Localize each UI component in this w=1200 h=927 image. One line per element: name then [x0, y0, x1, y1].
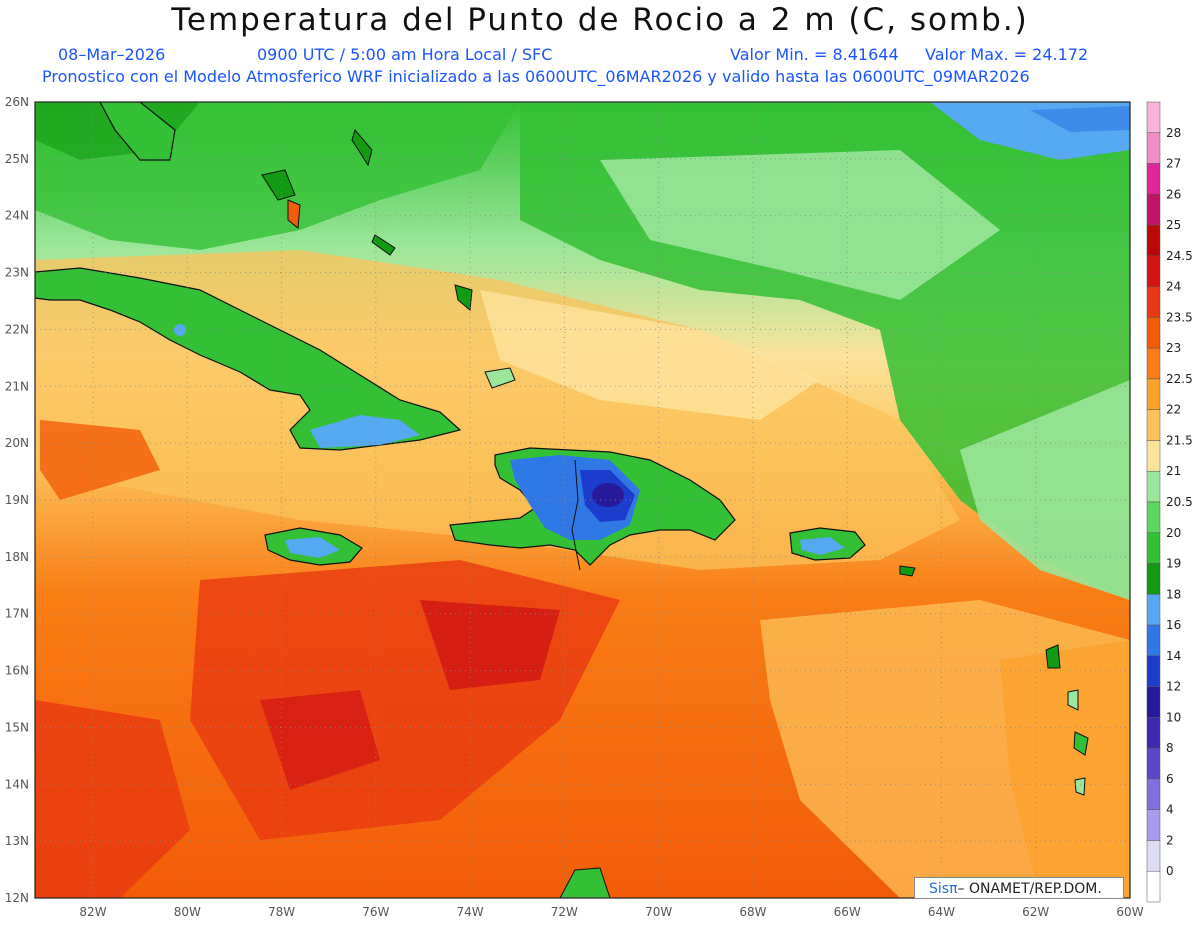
colorbar-level-label: 28 [1166, 126, 1181, 140]
colorbar-level-label: 24 [1166, 280, 1181, 294]
colorbar-level-label: 19 [1166, 557, 1181, 571]
colorbar-level-label: 8 [1166, 741, 1174, 755]
lat-tick-label: 21N [5, 379, 29, 393]
dewpoint-field [35, 102, 1130, 898]
time-info: 0900 UTC / 5:00 am Hora Local / SFC [257, 45, 553, 64]
colorbar-swatch [1146, 532, 1161, 564]
colorbar-level-label: 4 [1166, 803, 1174, 817]
map-title: Temperatura del Punto de Rocio a 2 m (C,… [171, 2, 1029, 38]
colorbar-swatch [1146, 778, 1161, 810]
colorbar-swatch [1146, 440, 1161, 472]
colorbar-level-label: 22 [1166, 403, 1181, 417]
lon-tick-label: 70W [645, 905, 672, 919]
lat-tick-label: 13N [5, 834, 29, 848]
lon-tick-label: 78W [268, 905, 295, 919]
lat-tick-label: 23N [5, 266, 29, 280]
colorbar-swatch [1146, 809, 1161, 841]
colorbar-swatch [1146, 501, 1161, 534]
colorbar-level-label: 23 [1166, 341, 1181, 355]
colorbar-swatch [1146, 655, 1161, 687]
forecast-info: Pronostico con el Modelo Atmosferico WRF… [42, 67, 1030, 86]
lon-tick-label: 74W [457, 905, 484, 919]
colorbar-swatch [1146, 717, 1161, 749]
credit-text: – ONAMET/REP.DOM. [957, 881, 1102, 897]
colorbar-swatch [1146, 840, 1161, 872]
colorbar-level-label: 6 [1166, 772, 1174, 786]
colorbar: 2827262524.52423.52322.52221.52120.52019… [1146, 101, 1193, 903]
lon-tick-label: 64W [928, 905, 955, 919]
colorbar-level-label: 18 [1166, 587, 1181, 601]
lon-tick-label: 62W [1022, 905, 1049, 919]
latitude-axis: 26N 25N 24N 23N 22N 21N 20N 19N 18N 17N 16N 15N 14N 1… [5, 95, 29, 905]
colorbar-level-label: 16 [1166, 618, 1181, 632]
colorbar-swatch [1146, 101, 1161, 134]
colorbar-level-label: 25 [1166, 218, 1181, 232]
lat-tick-label: 12N [5, 891, 29, 905]
colorbar-level-label: 23.5 [1166, 310, 1193, 324]
colorbar-swatch [1146, 870, 1161, 903]
colorbar-swatch [1146, 286, 1161, 318]
lat-tick-label: 16N [5, 664, 29, 678]
colorbar-level-label: 26 [1166, 187, 1181, 201]
value-min: Valor Min. = 8.41644 [730, 45, 899, 64]
colorbar-level-label: 2 [1166, 833, 1174, 847]
lon-tick-label: 72W [551, 905, 578, 919]
colorbar-swatch [1146, 747, 1161, 780]
lat-tick-label: 18N [5, 550, 29, 564]
lon-tick-label: 68W [739, 905, 766, 919]
credit-box: Sisπ– ONAMET/REP.DOM. [914, 877, 1124, 899]
colorbar-swatch [1146, 255, 1161, 287]
lon-tick-label: 66W [834, 905, 861, 919]
lon-tick-label: 76W [362, 905, 389, 919]
colorbar-swatch [1146, 194, 1161, 226]
lat-tick-label: 17N [5, 607, 29, 621]
colorbar-swatch [1146, 224, 1161, 257]
colorbar-swatch [1146, 163, 1161, 195]
lat-tick-label: 20N [5, 436, 29, 450]
longitude-axis: 82W 80W 78W 76W 74W 72W 70W 68W 66W 64W 62W 60W [79, 905, 1143, 919]
colorbar-level-label: 0 [1166, 864, 1174, 878]
colorbar-swatch [1146, 563, 1161, 595]
colorbar-level-label: 12 [1166, 680, 1181, 694]
colorbar-swatch [1146, 378, 1161, 410]
colorbar-level-label: 20 [1166, 526, 1181, 540]
lat-tick-label: 14N [5, 777, 29, 791]
colorbar-swatch [1146, 132, 1161, 164]
lat-tick-label: 26N [5, 95, 29, 109]
colorbar-level-label: 24.5 [1166, 249, 1193, 263]
forecast-date: 08–Mar–2026 [58, 45, 166, 64]
lat-tick-label: 19N [5, 493, 29, 507]
colorbar-level-label: 21.5 [1166, 433, 1193, 447]
lat-tick-label: 22N [5, 322, 29, 336]
lon-tick-label: 80W [174, 905, 201, 919]
colorbar-level-label: 22.5 [1166, 372, 1193, 386]
colorbar-swatch [1146, 347, 1161, 380]
lon-tick-label: 82W [79, 905, 106, 919]
lat-tick-label: 25N [5, 152, 29, 166]
colorbar-swatch [1146, 594, 1161, 626]
value-max: Valor Max. = 24.172 [925, 45, 1089, 64]
colorbar-swatch [1146, 624, 1161, 657]
colorbar-level-label: 20.5 [1166, 495, 1193, 509]
colorbar-level-label: 27 [1166, 157, 1181, 171]
lon-tick-label: 60W [1116, 905, 1143, 919]
colorbar-swatch [1146, 409, 1161, 441]
colorbar-swatch [1146, 317, 1161, 349]
sispi-logo: Sisπ [929, 881, 958, 897]
lat-tick-label: 15N [5, 720, 29, 734]
colorbar-level-label: 21 [1166, 464, 1181, 478]
lat-tick-label: 24N [5, 209, 29, 223]
colorbar-level-label: 10 [1166, 710, 1181, 724]
plot-frame [34, 101, 1131, 899]
colorbar-swatch [1146, 686, 1161, 718]
colorbar-swatch [1146, 470, 1161, 503]
colorbar-level-label: 14 [1166, 649, 1181, 663]
